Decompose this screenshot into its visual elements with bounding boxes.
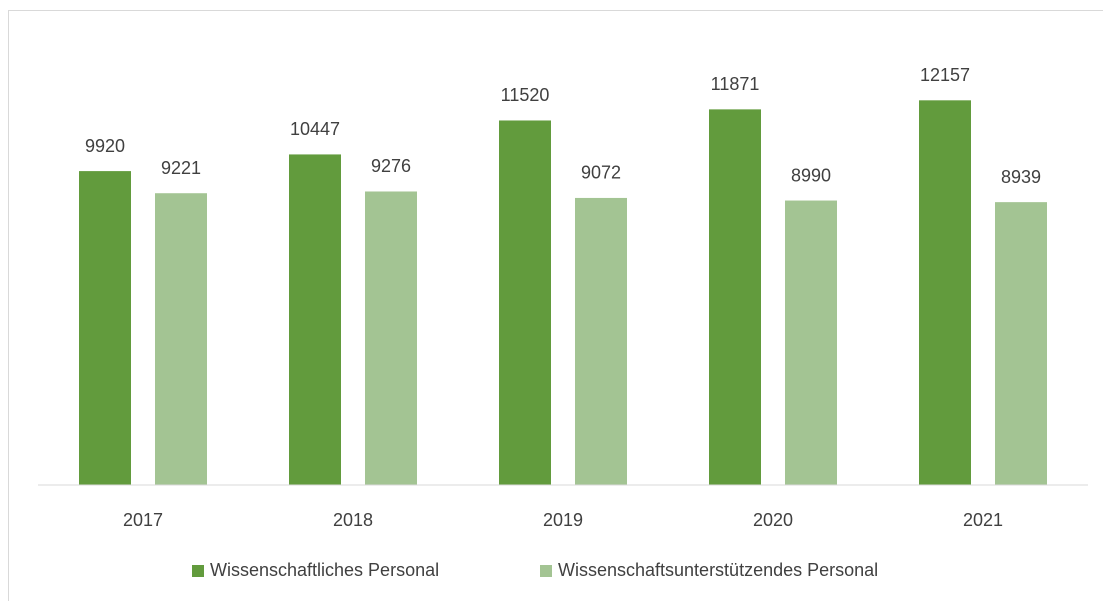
- data-label: 9221: [161, 158, 201, 178]
- legend-swatch: [540, 565, 552, 577]
- data-label: 11520: [501, 85, 550, 105]
- data-label: 8990: [791, 165, 831, 185]
- bar: [499, 120, 551, 485]
- x-tick-label: 2020: [753, 510, 793, 530]
- data-label: 12157: [920, 65, 970, 85]
- bar: [995, 202, 1047, 485]
- chart-frame: [8, 10, 1103, 601]
- x-tick-label: 2021: [963, 510, 1003, 530]
- data-label: 9072: [581, 163, 621, 183]
- data-label: 11871: [711, 74, 760, 94]
- data-label: 8939: [1001, 167, 1041, 187]
- bar: [575, 197, 627, 485]
- legend-swatch: [192, 565, 204, 577]
- bar: [785, 200, 837, 486]
- bar: [709, 109, 761, 485]
- bar: [919, 100, 971, 486]
- data-label: 10447: [290, 119, 340, 139]
- bar: [365, 191, 417, 486]
- x-tick-label: 2017: [123, 510, 163, 530]
- data-label: 9920: [85, 136, 125, 156]
- bar: [155, 193, 207, 486]
- legend-label: Wissenschaftliches Personal: [210, 560, 439, 580]
- x-tick-label: 2019: [543, 510, 583, 530]
- legend-label: Wissenschaftsunterstützendes Personal: [558, 560, 878, 580]
- x-tick-label: 2018: [333, 510, 373, 530]
- bar: [79, 171, 131, 486]
- data-label: 9276: [371, 156, 411, 176]
- bar: [289, 154, 341, 486]
